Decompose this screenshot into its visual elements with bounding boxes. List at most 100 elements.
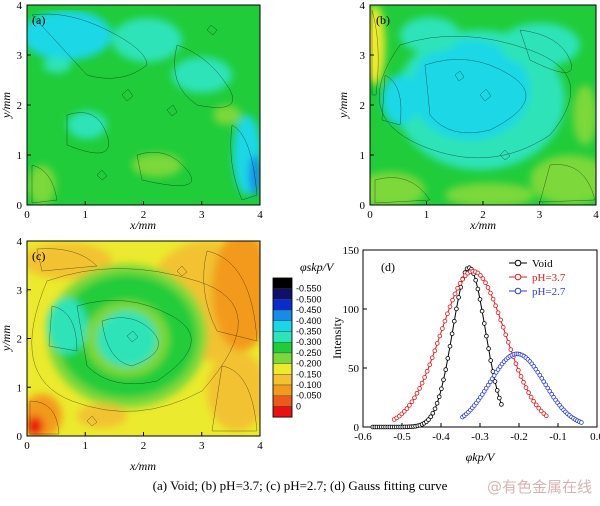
colorbar-swatches: -0.550-0.500-0.450-0.400-0.350-0.300-0.2… [272,277,322,418]
chart-d-ytick-label: 0 [354,422,360,434]
chart-d-series-0-point [449,331,455,337]
colorbar-level-label: -0.100 [296,380,322,390]
colorbar-swatch [272,374,293,386]
map-b-xtick-label: 3 [537,209,543,221]
chart-d-series-0-point [481,321,487,326]
chart-d-series-1-point [523,385,529,390]
map-a-xtick-label: 3 [199,209,205,221]
chart-d-series-1-point [409,399,415,405]
colorbar-level-label: 0 [296,401,301,411]
chart-d-series-0-point [492,379,498,384]
chart-d-series-1-point [543,413,549,419]
chart-d-series-2-point [489,376,495,382]
colorbar-swatch [272,384,293,396]
map-c-ytick-label: 2 [17,334,23,346]
chart-d-series-2-point [535,369,541,375]
colorbar-swatch [272,309,293,322]
chart-d-series-0-point [428,414,434,420]
chart-d-series-2-point [545,385,550,391]
chart-d-series-1 [391,268,549,422]
chart-d-plot: -0.6 -0.5 -0.4 -0.3 -0.2 -0.1 0.0 0 50 100 150 [343,245,600,443]
chart-d-series-1-point [429,355,435,361]
colorbar-level-label: -0.050 [296,391,322,401]
chart-d-series-1-point [424,368,430,374]
map-c-axes: 0 1 2 3 4 0 1 2 3 4 [17,236,264,452]
chart-d-series-0-point [477,297,483,302]
legend-marker [514,259,522,267]
map-b-ytick-label: 2 [360,100,366,112]
map-b-xtick-label: 0 [367,209,373,221]
chart-d-xtick-label: -0.4 [432,431,450,443]
map-b-label: (b) [376,13,390,27]
map-a-plot [26,4,261,206]
map-c-xtick-label: 1 [83,440,89,452]
chart-d-series-1-point [490,296,496,302]
chart-d-series-1-point [414,390,420,396]
chart-d-series-2-point [485,382,491,388]
map-a-field [27,5,260,205]
watermark: @有色金属在线 [486,478,592,496]
chart-d-series-1-point [480,276,486,281]
colorbar-swatch [272,288,293,300]
map-c-ytick-label: 0 [17,431,23,443]
colorbar-swatch [272,406,293,418]
chart-d-series-1-point [455,285,460,291]
chart-d-series-2-point [491,373,497,378]
chart-d-series-0-point [443,367,449,372]
colorbar-title: φskp/V [300,260,335,274]
chart-d-series-1-point [538,408,544,414]
chart-d-series-1-point [521,379,526,385]
map-a-xtick-label: 1 [83,209,89,221]
chart-d-series-1-point [478,273,483,278]
map-a-xlabel: x/mm [129,218,156,232]
chart-d-series-0-point [486,346,491,351]
map-a-xtick-label: 4 [257,209,263,221]
chart-d-series-0-point [451,318,457,324]
map-b-xtick-label: 1 [424,209,430,221]
chart-d-series-1-point [495,310,501,316]
chart-d-series-1-point [452,291,458,297]
chart-d-series-0-point [454,306,459,312]
chart-d-series-1-point [434,341,440,346]
map-b-xlabel: x/mm [469,218,496,232]
chart-d-series-1-point [498,317,504,323]
chart-d-series-1-point [518,374,524,379]
map-c-label: (c) [32,249,45,263]
colorbar-swatch [272,352,293,364]
chart-d-xtick-label: -0.1 [549,431,566,443]
panel-b: (b) 0 1 2 3 4 0 1 2 3 4 x/mm y/mm [336,0,599,232]
map-c-ytick-label: 3 [17,285,23,297]
chart-d-ytick-label: 100 [343,304,360,316]
map-c-xtick-label: 4 [257,440,263,452]
chart-d-ytick-label: 150 [343,245,360,257]
chart-d-xtick-label: -0.6 [354,431,372,443]
chart-d-series-1-point [457,281,463,286]
chart-d-series-1-point [427,362,433,368]
map-a-ytick-label: 4 [17,0,23,12]
colorbar-level-label: -0.350 [296,327,322,337]
map-a-ylabel: y/mm [0,92,13,119]
chart-d-series-1-point [460,276,465,282]
map-b-ytick-label: 0 [360,200,366,212]
panel-a: (a) 0 1 2 3 4 0 1 2 3 4 x/mm y/mm [0,0,263,232]
chart-d-series-0-point [496,395,502,401]
chart-d-series-1-point [404,406,410,411]
chart-d-series-1-point [419,380,425,386]
chart-d-series-1-point [407,403,412,408]
map-c-ytick-label: 1 [17,382,23,394]
chart-d-ylabel: Intensity [330,317,344,359]
chart-d-series-0-point [430,410,436,416]
chart-d-xtick-label: 0.0 [590,431,600,443]
panel-c: (c) 0 1 2 3 4 0 1 2 3 4 x/mm y/mm [0,236,264,473]
chart-d-series-2-point [487,379,493,385]
colorbar-swatch [272,277,293,289]
legend-marker [514,287,522,295]
colorbar-level-label: -0.250 [296,348,322,358]
colorbar-swatch [272,363,293,375]
map-a-ytick-label: 0 [17,200,23,212]
figure-caption: (a) Void; (b) pH=3.7; (c) pH=2.7; (d) Ga… [152,478,448,493]
chart-d-series-1-point [493,303,498,309]
colorbar-swatch [272,342,293,354]
chart-d-series-1-point [526,390,531,395]
